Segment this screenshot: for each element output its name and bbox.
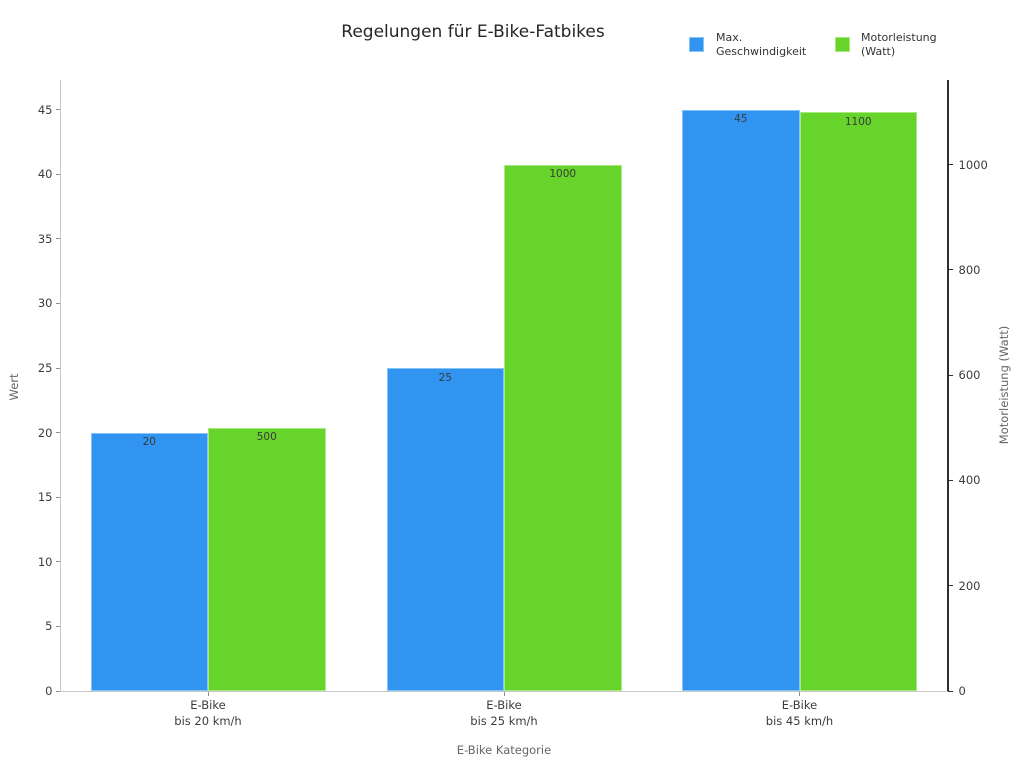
y-tick-right bbox=[947, 479, 953, 481]
y-tick-right bbox=[947, 690, 953, 692]
y-tick-right bbox=[947, 164, 953, 166]
bar-s1-c1 bbox=[504, 164, 622, 691]
bar-value-label: 45 bbox=[734, 113, 748, 126]
y-tick-left bbox=[55, 690, 60, 692]
bar-s1-c2 bbox=[799, 112, 917, 691]
y-tick-right bbox=[947, 269, 953, 271]
x-tick-label: E-Bike bis 20 km/h bbox=[174, 698, 242, 728]
y-tick-label-right: 200 bbox=[958, 578, 981, 593]
y-tick-label-right: 400 bbox=[958, 473, 981, 488]
y-tick-left bbox=[55, 496, 60, 498]
y-tick-left bbox=[55, 238, 60, 240]
y-tick-label-right: 1000 bbox=[958, 157, 988, 172]
y-tick-left bbox=[55, 561, 60, 563]
bar-value-label: 1000 bbox=[549, 168, 577, 181]
right-axis-spine bbox=[947, 80, 949, 691]
y-tick-label-left: 35 bbox=[37, 231, 53, 246]
x-tick bbox=[799, 691, 800, 696]
y-tick-left bbox=[55, 367, 60, 369]
y-tick-label-right: 600 bbox=[958, 368, 981, 383]
y-tick-label-left: 20 bbox=[37, 425, 53, 440]
y-tick-right bbox=[947, 585, 953, 587]
bar-value-label: 20 bbox=[142, 436, 156, 449]
bar-s0-c0 bbox=[90, 432, 208, 691]
y-axis-title-left: Wert bbox=[7, 373, 21, 401]
y-tick-label-left: 25 bbox=[37, 361, 53, 376]
bottom-axis-spine bbox=[60, 691, 948, 692]
legend-swatch-motorleistung bbox=[835, 37, 850, 52]
legend-label-motorleistung: Motorleistung (Watt) bbox=[861, 31, 937, 58]
legend-label-max-geschwindigkeit: Max. Geschwindigkeit bbox=[716, 31, 807, 58]
x-tick bbox=[207, 691, 209, 696]
y-tick-left bbox=[55, 302, 60, 304]
y-tick-left bbox=[55, 173, 60, 175]
bar-value-label: 25 bbox=[438, 371, 452, 384]
x-axis-title: E-Bike Kategorie bbox=[456, 743, 552, 757]
y-tick-label-right: 800 bbox=[958, 262, 981, 277]
x-tick-label: E-Bike bis 45 km/h bbox=[765, 698, 834, 728]
y-tick-left bbox=[55, 109, 60, 111]
y-tick-label-left: 30 bbox=[37, 296, 53, 311]
x-tick-label: E-Bike bis 25 km/h bbox=[470, 698, 538, 728]
y-tick-label-left: 5 bbox=[45, 619, 53, 634]
left-axis-spine bbox=[60, 80, 61, 691]
y-tick-label-left: 15 bbox=[37, 490, 53, 505]
bar-s1-c0 bbox=[208, 427, 326, 691]
y-tick-label-left: 0 bbox=[45, 684, 53, 698]
y-tick-label-left: 40 bbox=[37, 167, 53, 182]
y-tick-label-right: 0 bbox=[958, 684, 966, 698]
x-tick bbox=[503, 691, 505, 696]
bar-value-label: 1100 bbox=[844, 115, 872, 128]
y-tick-left bbox=[55, 625, 60, 627]
bar-s0-c2 bbox=[682, 109, 800, 691]
legend-swatch-max-geschwindigkeit bbox=[689, 37, 704, 52]
chart-title: Regelungen für E-Bike-Fatbikes bbox=[341, 22, 605, 42]
y-tick-left bbox=[55, 432, 60, 434]
y-axis-title-right: Motorleistung (Watt) bbox=[997, 325, 1011, 445]
bar-value-label: 500 bbox=[256, 431, 277, 444]
y-tick-right bbox=[947, 374, 953, 376]
y-tick-label-left: 45 bbox=[37, 102, 53, 117]
bar-s0-c1 bbox=[386, 368, 504, 691]
y-tick-label-left: 10 bbox=[37, 554, 53, 569]
